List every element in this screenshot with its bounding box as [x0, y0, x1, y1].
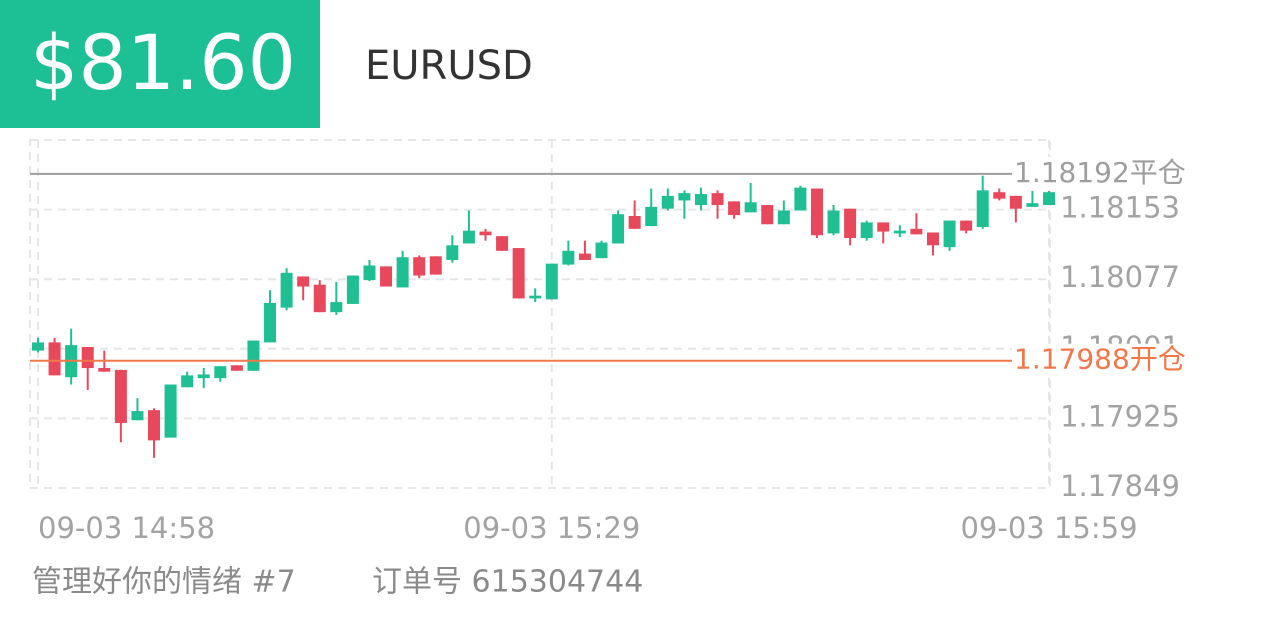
- candle-body: [48, 342, 61, 376]
- candle-body: [380, 266, 393, 287]
- candle-body: [114, 369, 127, 423]
- candle-body: [230, 365, 243, 371]
- candle-body: [844, 208, 857, 238]
- candle-body: [512, 248, 525, 299]
- candle-body: [628, 216, 641, 229]
- candle-body: [264, 303, 277, 343]
- candle-body: [827, 210, 840, 234]
- candle-body: [910, 228, 923, 235]
- candle-body: [893, 230, 906, 234]
- y-tick-label: 1.18077: [1060, 260, 1180, 294]
- symbol: EURUSD: [365, 43, 533, 89]
- candle-body: [562, 250, 575, 265]
- candle-body: [529, 295, 542, 299]
- candle-body: [976, 190, 989, 227]
- candle-body: [98, 368, 111, 372]
- candle-body: [413, 257, 426, 276]
- y-tick-label: 1.17925: [1060, 399, 1180, 433]
- price-line-label: 1.18192平仓: [1014, 156, 1186, 189]
- x-tick-label: 09-03 15:59: [960, 511, 1137, 545]
- price-line-label-bg: [1012, 156, 1184, 191]
- candle-body: [479, 231, 492, 236]
- candle-body: [429, 256, 442, 275]
- candle-body: [1043, 192, 1055, 206]
- candle-body: [346, 275, 359, 304]
- candle-body: [330, 302, 343, 313]
- candle-body: [595, 242, 608, 259]
- candle-body: [761, 205, 774, 225]
- candle-body: [744, 202, 757, 213]
- price-line-label: 1.17988开仓: [1014, 343, 1186, 376]
- order-number: 订单号 615304744: [372, 565, 643, 600]
- note: 管理好你的情绪 #7: [32, 565, 296, 600]
- candle-body: [1009, 195, 1022, 209]
- candle-body: [810, 188, 823, 236]
- candle-body: [247, 340, 260, 371]
- candle-body: [396, 257, 409, 288]
- candle-body: [661, 195, 674, 209]
- candle-body: [993, 192, 1006, 199]
- candle-body: [164, 384, 177, 438]
- x-tick-label: 09-03 14:58: [38, 511, 215, 545]
- candle-body: [943, 220, 956, 248]
- candle-body: [777, 210, 790, 225]
- candle-body: [794, 187, 807, 211]
- candle-body: [313, 284, 326, 313]
- candle-body: [545, 263, 558, 300]
- candle-body: [363, 265, 376, 281]
- candle-body: [280, 272, 293, 308]
- candle-body: [81, 346, 94, 369]
- candle-body: [711, 193, 724, 206]
- candle-body: [148, 410, 161, 441]
- plot-frame: [29, 139, 1051, 489]
- price-badge: [0, 0, 320, 128]
- candle-body: [612, 214, 625, 244]
- candle-body: [131, 411, 144, 421]
- candle-body: [578, 253, 591, 260]
- candle-body: [728, 201, 741, 216]
- candle-body: [197, 374, 210, 379]
- candle-body: [462, 230, 475, 244]
- candle-body: [446, 245, 459, 260]
- y-tick-label: 1.18153: [1060, 191, 1180, 225]
- candle-body: [645, 206, 658, 227]
- candle-body: [926, 232, 939, 246]
- price: $81.60: [30, 18, 296, 107]
- candle-body: [960, 220, 973, 231]
- price-line-label-bg: [1012, 343, 1184, 378]
- x-tick-label: 09-03 15:29: [463, 511, 640, 545]
- candle-body: [1026, 203, 1039, 207]
- candle-body: [860, 222, 873, 238]
- candle-body: [32, 342, 44, 351]
- candle-body: [877, 222, 890, 232]
- candle-body: [678, 193, 691, 201]
- candle-body: [214, 366, 227, 379]
- y-tick-label: 1.17849: [1060, 469, 1180, 503]
- candle-body: [181, 375, 194, 388]
- candle-body: [694, 194, 707, 206]
- candle-body: [297, 276, 310, 287]
- candle-body: [496, 236, 509, 251]
